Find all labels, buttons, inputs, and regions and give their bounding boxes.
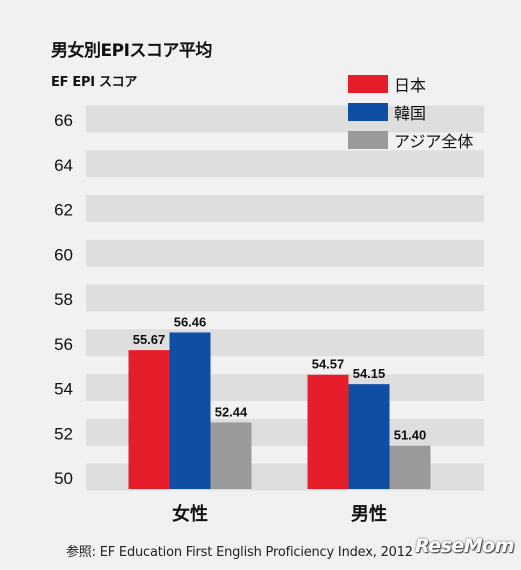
- legend-item-korea: 韓国: [348, 100, 473, 124]
- grid-band-58: [86, 284, 484, 312]
- bar-1-2: [389, 445, 431, 489]
- legend-item-asia: アジア全体: [348, 128, 473, 152]
- y-tick-label-62: 62: [54, 201, 73, 220]
- y-tick-label-52: 52: [54, 424, 73, 443]
- legend-label-asia: アジア全体: [394, 132, 474, 151]
- y-tick-label-50: 50: [54, 469, 73, 488]
- y-axis-label: EF EPI スコア: [51, 75, 138, 90]
- grid-band-60: [86, 239, 484, 267]
- data-label-0-1: 56.46: [174, 314, 207, 329]
- chart-title: 男女別EPIスコア平均: [51, 41, 212, 61]
- bar-0-0: [128, 350, 170, 489]
- legend-label-japan: 日本: [394, 76, 427, 95]
- legend-label-korea: 韓国: [394, 104, 427, 123]
- bar-0-2: [210, 422, 252, 489]
- y-tick-label-54: 54: [54, 380, 73, 399]
- y-tick-label-66: 66: [54, 111, 73, 130]
- legend-item-japan: 日本: [348, 72, 473, 96]
- watermark-logo: ReseMom: [415, 535, 515, 557]
- grid-band-64: [86, 150, 484, 178]
- grid-band-62: [86, 195, 484, 222]
- grid-band-66: [86, 105, 484, 133]
- bar-0-1: [169, 332, 211, 489]
- y-tick-label-60: 60: [54, 245, 73, 264]
- data-label-1-1: 54.15: [353, 366, 386, 381]
- y-tick-label-64: 64: [54, 156, 73, 175]
- data-label-1-2: 51.40: [394, 428, 427, 443]
- y-tick-label-56: 56: [54, 335, 73, 354]
- legend-swatch-asia: [348, 131, 388, 149]
- data-label-0-0: 55.67: [133, 332, 166, 347]
- data-label-1-0: 54.57: [312, 357, 345, 372]
- y-tick-label-58: 58: [54, 290, 73, 309]
- source-note: 参照: EF Education First English Proficien…: [66, 545, 413, 560]
- data-label-0-2: 52.44: [215, 404, 248, 419]
- legend-swatch-japan: [348, 75, 388, 93]
- legend-swatch-korea: [348, 103, 388, 121]
- bar-1-1: [348, 384, 390, 489]
- x-category-label-0: 女性: [172, 503, 208, 525]
- legend: 日本 韓国 アジア全体: [348, 72, 473, 156]
- bar-1-0: [307, 374, 349, 489]
- x-category-label-1: 男性: [351, 503, 387, 525]
